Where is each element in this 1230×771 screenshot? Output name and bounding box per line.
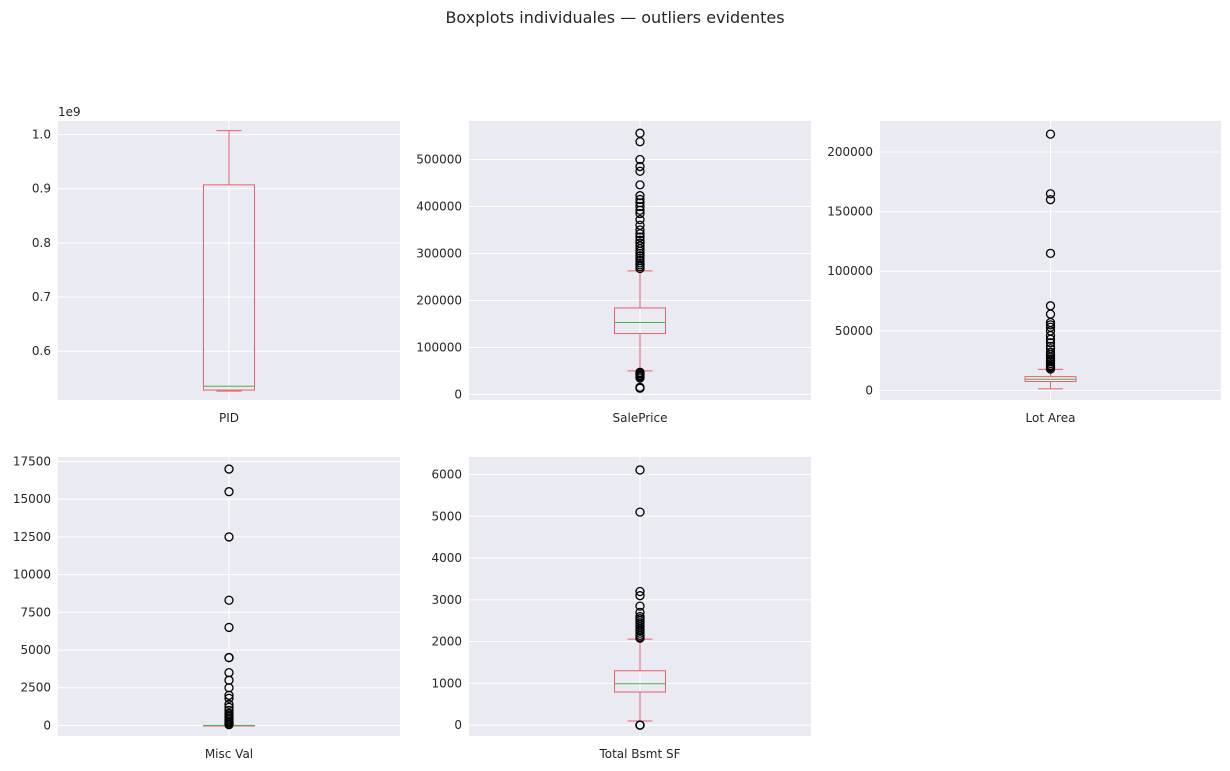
y-tick-label: 2000 bbox=[431, 635, 462, 649]
outlier-point bbox=[635, 607, 645, 618]
y-tick-label: 0.6 bbox=[32, 344, 51, 358]
y-tick-label: 0 bbox=[454, 718, 462, 732]
outlier-point bbox=[635, 154, 645, 165]
y-tick-label: 10000 bbox=[13, 568, 51, 582]
y-tick-label: 5000 bbox=[20, 643, 51, 657]
outlier-point bbox=[635, 128, 645, 138]
outlier-point bbox=[635, 238, 645, 248]
y-tick-label: 0.8 bbox=[32, 236, 51, 250]
box bbox=[614, 670, 666, 693]
outlier-point bbox=[635, 198, 645, 208]
outlier-point bbox=[635, 161, 645, 172]
outlier-point bbox=[1045, 195, 1056, 205]
y-tick-label: 5000 bbox=[431, 509, 462, 523]
outlier-point bbox=[1045, 341, 1056, 351]
outlier-point bbox=[635, 235, 645, 245]
y-tick-label: 0.9 bbox=[32, 182, 51, 196]
x-tick-label: PID bbox=[219, 411, 239, 425]
y-tick-label: 6000 bbox=[431, 468, 462, 482]
y-tick-label: 500000 bbox=[416, 153, 462, 167]
outlier-point bbox=[1045, 301, 1056, 311]
outlier-point bbox=[1045, 344, 1056, 354]
y-tick-label: 200000 bbox=[827, 145, 873, 159]
y-tick-label: 150000 bbox=[827, 205, 873, 219]
y-tick-label: 0 bbox=[454, 387, 462, 401]
figure-title: Boxplots individuales — outliers evident… bbox=[445, 8, 785, 27]
x-tick-label: Total Bsmt SF bbox=[598, 747, 680, 761]
subplot-lot-area: 0 50000 100000 150000 200000 Lot Area bbox=[827, 121, 1221, 425]
outlier-point bbox=[1045, 338, 1056, 348]
outlier-point bbox=[635, 194, 645, 205]
outlier-point bbox=[635, 201, 645, 212]
y-tick-label: 1.0 bbox=[32, 128, 51, 142]
outlier-point bbox=[635, 382, 645, 392]
outlier-point bbox=[224, 595, 234, 605]
outlier-point bbox=[224, 705, 234, 716]
box bbox=[203, 184, 255, 391]
outlier-point bbox=[1045, 347, 1056, 357]
outlier-point bbox=[224, 464, 234, 474]
y-tick-label: 2500 bbox=[20, 681, 51, 695]
outlier-point bbox=[224, 693, 234, 703]
axis-offset-label: 1e9 bbox=[58, 105, 81, 119]
outlier-point bbox=[1045, 248, 1056, 258]
outlier-point bbox=[1045, 320, 1056, 330]
y-tick-label: 0 bbox=[43, 718, 51, 732]
outlier-point bbox=[635, 232, 645, 242]
x-tick-label: Misc Val bbox=[205, 747, 253, 761]
outlier-point bbox=[635, 720, 645, 730]
box bbox=[614, 307, 666, 335]
x-tick-label: SalePrice bbox=[613, 411, 668, 425]
y-tick-label: 15000 bbox=[13, 492, 51, 506]
outlier-point bbox=[635, 225, 645, 235]
outlier-point bbox=[224, 487, 234, 497]
y-tick-label: 0 bbox=[865, 383, 873, 397]
y-tick-label: 12500 bbox=[13, 530, 51, 544]
outlier-point bbox=[635, 611, 645, 622]
y-tick-label: 0.7 bbox=[32, 290, 51, 304]
outlier-point bbox=[635, 180, 645, 190]
outlier-point bbox=[635, 601, 645, 611]
outlier-point bbox=[635, 591, 645, 601]
y-tick-label: 17500 bbox=[13, 455, 51, 469]
subplot-total-bsmt-sf: 0 1000 2000 3000 4000 5000 6000 Total Bsmt SF bbox=[431, 457, 811, 761]
y-tick-label: 400000 bbox=[416, 199, 462, 213]
outlier-point bbox=[635, 586, 645, 597]
outlier-point bbox=[635, 465, 645, 475]
y-tick-label: 1000 bbox=[431, 676, 462, 690]
y-tick-label: 50000 bbox=[835, 324, 873, 338]
subplot-saleprice: 0 100000 200000 300000 400000 500000 SalePrice bbox=[416, 121, 811, 425]
outlier-point bbox=[224, 652, 234, 663]
outlier-point bbox=[224, 708, 234, 719]
y-tick-label: 4000 bbox=[431, 551, 462, 565]
outlier-point bbox=[635, 220, 645, 230]
outlier-point bbox=[224, 622, 234, 633]
y-tick-label: 200000 bbox=[416, 293, 462, 307]
subplot-pid: 0.6 0.7 0.8 0.9 1.0 1e9 PID bbox=[32, 105, 400, 425]
outlier-point bbox=[635, 191, 645, 201]
outlier-point bbox=[224, 532, 234, 542]
y-tick-label: 100000 bbox=[827, 264, 873, 278]
outlier-point bbox=[224, 702, 234, 712]
y-tick-label: 7500 bbox=[20, 605, 51, 619]
outlier-point bbox=[635, 241, 645, 251]
outlier-point bbox=[224, 699, 234, 709]
x-tick-label: Lot Area bbox=[1026, 411, 1076, 425]
subplot-misc-val: 0 2500 5000 7500 10000 12500 15000 17500 Misc Va… bbox=[13, 455, 400, 761]
y-tick-label: 3000 bbox=[431, 593, 462, 607]
y-tick-label: 100000 bbox=[416, 340, 462, 354]
outlier-point bbox=[1045, 322, 1056, 332]
outlier-point bbox=[224, 668, 234, 678]
outlier-point bbox=[635, 507, 645, 517]
outlier-point bbox=[1045, 189, 1056, 199]
outlier-point bbox=[635, 166, 645, 176]
y-tick-label: 300000 bbox=[416, 246, 462, 260]
outlier-point bbox=[635, 208, 645, 219]
outlier-point bbox=[635, 214, 645, 225]
outlier-point bbox=[1045, 129, 1056, 139]
outlier-point bbox=[635, 367, 645, 377]
